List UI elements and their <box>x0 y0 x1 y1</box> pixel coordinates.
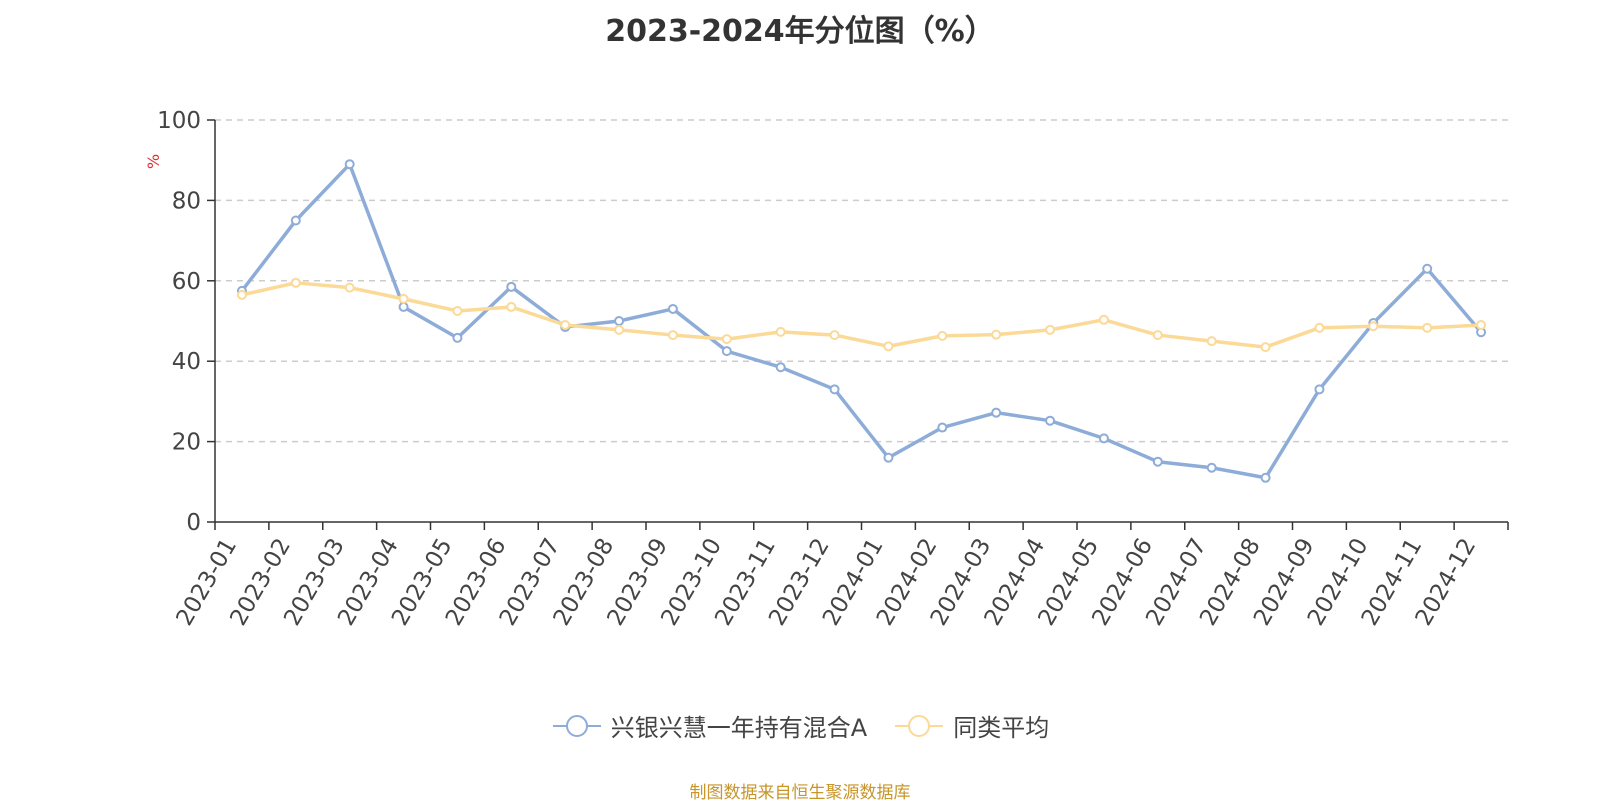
series-1-point <box>344 159 355 170</box>
legend-label-series-2: 同类平均 <box>953 714 1050 742</box>
series-1-point <box>614 316 625 326</box>
series-1-point <box>1206 462 1217 473</box>
series-1-point <box>667 303 678 314</box>
series-1-point <box>1152 456 1163 467</box>
series-2-point <box>1314 322 1325 333</box>
series-lines <box>236 159 1487 483</box>
y-tick-label: 40 <box>172 349 201 375</box>
legend-label-series-1: 兴银兴慧一年持有混合A <box>610 714 868 742</box>
legend-item-series-1[interactable]: 兴银兴慧一年持有混合A <box>551 708 867 743</box>
series-2-point <box>290 277 301 288</box>
series-1-point <box>1422 263 1433 274</box>
series-1-point <box>452 332 463 343</box>
series-2-point <box>236 289 247 300</box>
series-1-point <box>1045 415 1056 426</box>
series-2-point <box>1206 336 1217 347</box>
series-2-point <box>1098 314 1109 325</box>
series-1-point <box>1260 472 1271 483</box>
series-1-point <box>290 215 301 226</box>
series-1-point <box>775 362 786 373</box>
series-1-point <box>937 422 948 433</box>
grid-lines <box>215 119 1508 443</box>
series-2-point <box>1152 330 1163 341</box>
series-2-point <box>1368 321 1379 332</box>
series-2-point <box>829 330 840 341</box>
series-1-point <box>721 346 732 357</box>
y-tick-label: 0 <box>186 510 201 536</box>
legend-swatch-series-2-icon <box>895 714 944 737</box>
legend-item-series-2[interactable]: 同类平均 <box>893 708 1049 743</box>
source-note: 制图数据来自恒生聚源数据库 <box>689 783 911 803</box>
y-tick-label: 20 <box>172 430 201 456</box>
legend-swatch-series-1-icon <box>552 714 601 737</box>
series-2-point <box>1260 342 1271 353</box>
series-2-point <box>560 320 571 331</box>
series-2-point <box>775 326 786 337</box>
line-chart: 0204060801002023-012023-022023-032023-04… <box>157 108 1509 630</box>
series-1-point <box>1098 433 1109 444</box>
series-1-point <box>398 301 409 312</box>
series-1-point <box>506 281 517 292</box>
chart-title: 2023-2024年分位图（%） <box>605 14 995 49</box>
y-tick-label: 60 <box>172 269 201 295</box>
series-2-point <box>1476 320 1487 331</box>
series-2-point <box>614 324 625 335</box>
y-tick-label: 100 <box>157 108 201 134</box>
series-2-line <box>241 281 1482 349</box>
series-2-point <box>398 293 409 304</box>
series-2-point <box>344 282 355 293</box>
series-2-point <box>1422 322 1433 333</box>
series-1-point <box>829 384 840 395</box>
series-2-point <box>883 341 894 352</box>
series-2-point <box>937 330 948 341</box>
series-1-point <box>1314 384 1325 395</box>
series-1-point <box>991 407 1002 418</box>
y-tick-label: 80 <box>172 188 201 214</box>
series-2-point <box>667 330 678 341</box>
series-2-point <box>1045 324 1056 335</box>
legend: 兴银兴慧一年持有混合A 同类平均 <box>0 708 1600 743</box>
series-2-point <box>721 334 732 345</box>
series-1-line <box>240 162 1483 480</box>
series-2-point <box>991 329 1002 340</box>
series-2-point <box>452 305 463 316</box>
series-1-point <box>883 452 894 463</box>
series-2-point <box>506 301 517 312</box>
